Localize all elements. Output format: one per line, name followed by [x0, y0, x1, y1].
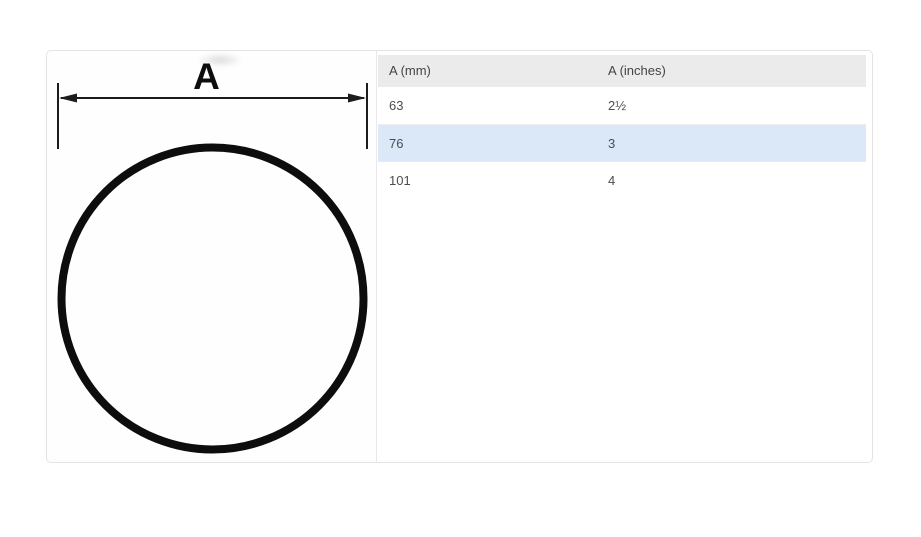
column-header-a-inches: A (inches) [608, 63, 666, 78]
cell-a-inches: 4 [608, 173, 616, 188]
cell-a-inches: 3 [608, 136, 616, 151]
table-header-row: A (mm) A (inches) [378, 55, 866, 87]
cell-a-mm: 76 [389, 136, 404, 151]
dimension-diagram: A [47, 51, 377, 462]
cell-a-mm: 101 [389, 173, 411, 188]
product-spec-panel: A A (mm) A (inches) 63 2½ [46, 50, 873, 463]
arrowhead-left-icon [59, 93, 77, 103]
arrowhead-right-icon [348, 93, 366, 103]
technical-drawing-svg [57, 83, 368, 454]
dimension-label: A [193, 56, 220, 97]
cell-a-inches: 2½ [608, 98, 627, 113]
circle-cross-section [57, 143, 368, 454]
table-row[interactable]: 63 2½ [378, 87, 866, 125]
dimension-table: A (mm) A (inches) 63 2½ 76 3 101 4 [378, 55, 866, 200]
cell-a-mm: 63 [389, 98, 404, 113]
table-row[interactable]: 76 3 [378, 125, 866, 162]
column-header-a-mm: A (mm) [389, 63, 431, 78]
dimension-table-area: A (mm) A (inches) 63 2½ 76 3 101 4 [377, 51, 872, 462]
table-row[interactable]: 101 4 [378, 162, 866, 200]
